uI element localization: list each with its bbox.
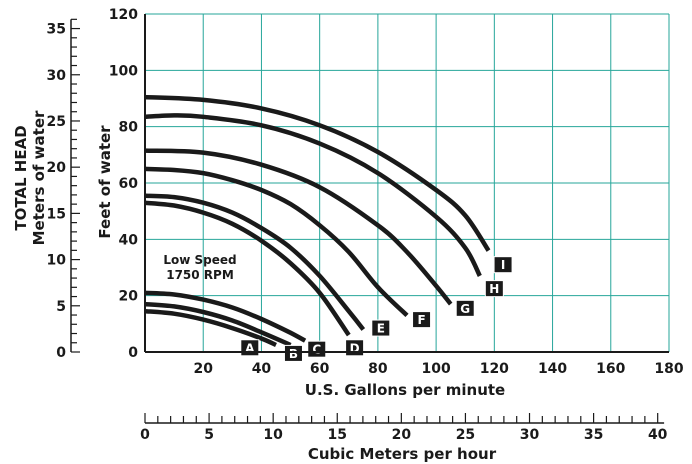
curve-tag-C <box>307 340 327 358</box>
y-tick-label: 80 <box>119 120 139 136</box>
curve-C <box>144 290 307 343</box>
x-tick-label: 100 <box>421 361 450 377</box>
y-axis-title: Feet of water <box>96 125 114 239</box>
curve-tag-H <box>484 280 504 298</box>
curve-tag-F <box>412 311 432 329</box>
curve-tag-label-D: D <box>350 341 360 355</box>
curve-tag-label-I: I <box>501 258 505 272</box>
curve-E <box>144 193 366 331</box>
meters-tick-label: 25 <box>47 114 66 130</box>
cubic-tick-label: 25 <box>456 427 475 443</box>
outer-y-subtitle: Meters of water <box>30 110 48 245</box>
cubic-tick-label: 5 <box>204 427 214 443</box>
x-tick-label: 180 <box>654 361 683 377</box>
speed-note-line-1: Low Speed <box>163 253 236 267</box>
curve-D <box>144 200 351 337</box>
curve-H <box>144 113 482 277</box>
curve-tag-label-F: F <box>417 313 425 327</box>
curve-A <box>144 308 277 348</box>
curve-B <box>144 301 292 348</box>
cubic-tick-label: 20 <box>392 427 412 443</box>
curve-G <box>144 148 453 306</box>
curve-tag-label-H: H <box>489 282 499 296</box>
cubic-tick-label: 30 <box>520 427 540 443</box>
secondary-x-axis-title: Cubic Meters per hour <box>308 445 497 463</box>
cubic-tick-label: 40 <box>648 427 668 443</box>
curve-I <box>144 94 491 252</box>
meters-tick-label: 0 <box>56 345 66 361</box>
outer-y-title: TOTAL HEAD <box>12 125 30 230</box>
curve-tag-label-G: G <box>460 302 470 316</box>
y-tick-label: 100 <box>109 63 138 79</box>
curves <box>144 94 491 348</box>
x-tick-label: 160 <box>596 361 625 377</box>
y-tick-label: 120 <box>109 7 138 23</box>
x-tick-label: 60 <box>310 361 330 377</box>
curve-tag-label-A: A <box>245 341 255 355</box>
meters-tick-label: 35 <box>47 22 66 38</box>
curve-F <box>144 166 409 318</box>
curve-tag-B <box>283 344 303 362</box>
meters-tick-label: 30 <box>47 68 67 84</box>
y-tick-label: 20 <box>119 289 139 305</box>
meters-tick-label: 10 <box>47 253 67 269</box>
y-tick-label: 0 <box>128 345 138 361</box>
x-axis-title: U.S. Gallons per minute <box>305 381 505 399</box>
y-tick-label: 60 <box>119 176 139 192</box>
x-tick-label: 20 <box>193 361 213 377</box>
speed-note-line-2: 1750 RPM <box>166 268 234 282</box>
y-tick-label: 40 <box>119 232 139 248</box>
curve-tag-label-E: E <box>377 322 385 336</box>
curve-tag-label-C: C <box>312 343 321 357</box>
meters-tick-label: 20 <box>47 160 67 176</box>
curve-tag-label-B: B <box>289 347 298 361</box>
x-tick-label: 140 <box>538 361 567 377</box>
grid <box>145 13 670 352</box>
meters-tick-label: 5 <box>56 299 66 315</box>
curve-labels: A B C D E F G HI <box>240 256 513 362</box>
curve-tag-G <box>455 299 475 317</box>
cubic-tick-label: 10 <box>263 427 283 443</box>
x-tick-label: 120 <box>480 361 509 377</box>
x-tick-label: 80 <box>368 361 388 377</box>
cubic-tick-label: 0 <box>140 427 150 443</box>
curve-tag-E <box>371 319 391 337</box>
cubic-tick-label: 15 <box>328 427 347 443</box>
x-tick-label: 40 <box>252 361 272 377</box>
cubic-tick-label: 35 <box>584 427 603 443</box>
meters-tick-label: 15 <box>47 206 66 222</box>
curve-tag-I <box>493 256 513 274</box>
